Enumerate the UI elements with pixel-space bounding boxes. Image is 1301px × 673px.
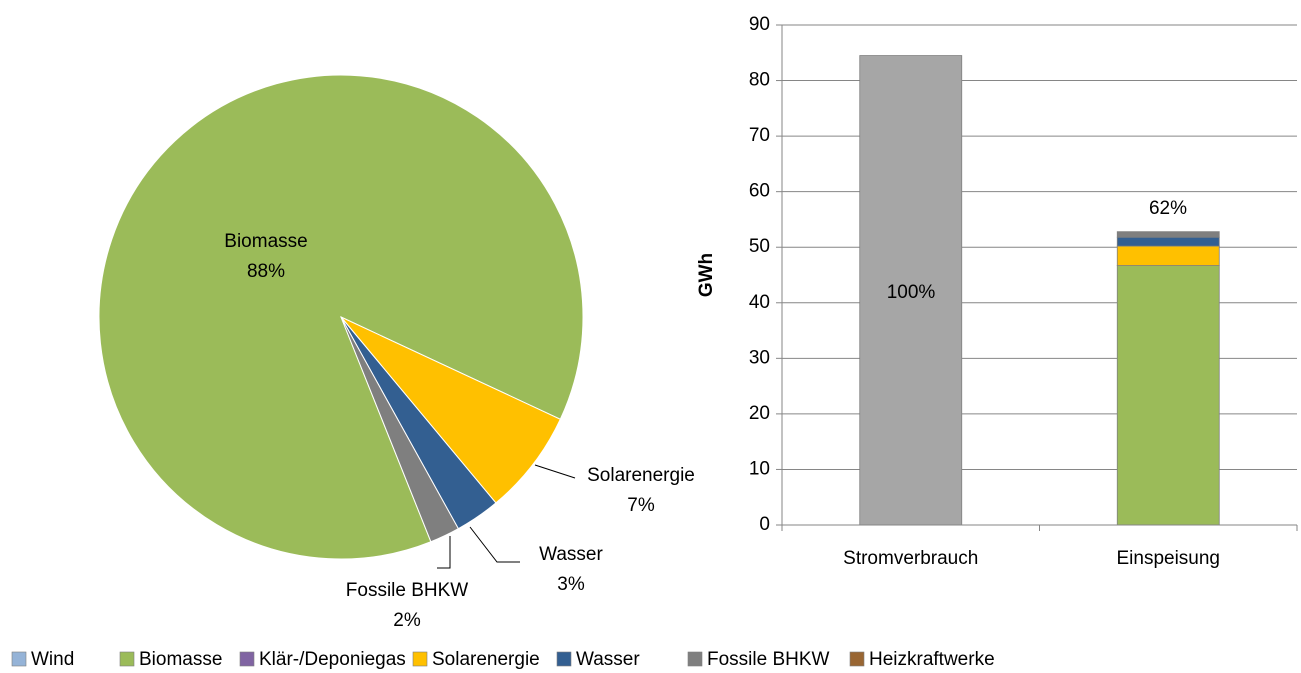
pie-slice <box>340 316 561 504</box>
legend-swatch <box>687 651 703 667</box>
y-tick-label: 70 <box>749 125 770 146</box>
total-label: 62% <box>1149 198 1187 219</box>
y-tick-label: 40 <box>749 292 770 313</box>
y-tick-label: 10 <box>749 458 770 479</box>
x-tick-label: Einspeisung <box>1116 548 1220 569</box>
bar-segment <box>1116 245 1220 266</box>
y-tick-label: 80 <box>749 70 770 91</box>
leader-line <box>469 526 520 563</box>
slice-name: Fossile BHKW <box>346 580 469 601</box>
bar-segment <box>859 55 963 526</box>
legend-swatch <box>239 651 255 667</box>
legend-swatch <box>556 651 572 667</box>
slice-name: Biomasse <box>224 231 307 252</box>
legend-label: Wind <box>31 649 74 670</box>
legend-label: Fossile BHKW <box>707 649 830 670</box>
total-label: 100% <box>887 282 936 303</box>
slice-label: 2% <box>393 610 421 631</box>
bar-segment <box>1116 231 1220 238</box>
y-tick-label: 50 <box>749 236 770 257</box>
leader-line <box>437 536 451 569</box>
legend-label: Solarenergie <box>432 649 540 670</box>
slice-label: 3% <box>557 574 585 595</box>
slice-name: Wasser <box>539 544 603 565</box>
y-tick-label: 30 <box>749 347 770 368</box>
legend-label: Heizkraftwerke <box>869 649 995 670</box>
legend-swatch <box>119 651 135 667</box>
pie-slice <box>340 316 460 543</box>
legend-swatch <box>849 651 865 667</box>
legend-label: Wasser <box>576 649 640 670</box>
pie-slice <box>98 74 584 560</box>
legend-swatch <box>412 651 428 667</box>
bar-segment <box>1116 236 1220 247</box>
bar-segment <box>1116 265 1220 526</box>
leader-line <box>534 464 576 479</box>
y-tick-label: 20 <box>749 403 770 424</box>
slice-label: 7% <box>627 495 655 516</box>
slice-label: 88% <box>247 261 285 282</box>
y-tick-label: 60 <box>749 181 770 202</box>
slice-name: Solarenergie <box>587 465 695 486</box>
y-axis-label: GWh <box>696 253 717 297</box>
legend-swatch <box>11 651 27 667</box>
legend-label: Klär-/Deponiegas <box>259 649 406 670</box>
y-tick-label: 0 <box>759 514 770 535</box>
y-tick-label: 90 <box>749 14 770 35</box>
legend-label: Biomasse <box>139 649 222 670</box>
x-tick-label: Stromverbrauch <box>843 548 978 569</box>
